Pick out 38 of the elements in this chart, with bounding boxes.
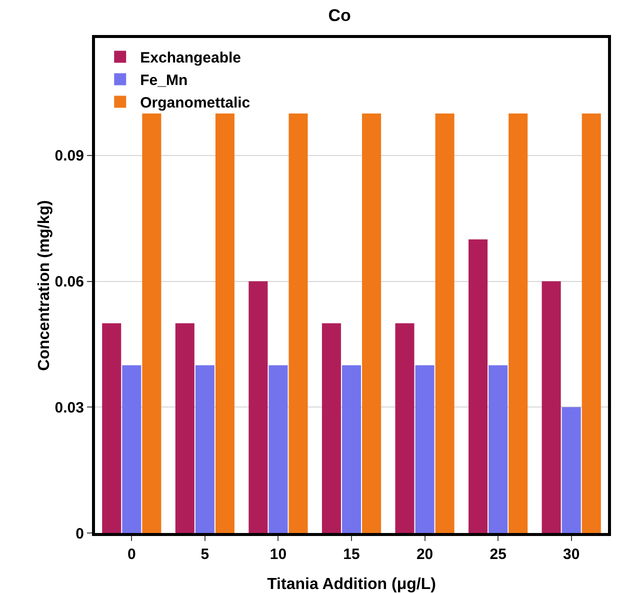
bar (468, 239, 488, 533)
y-tick-label: 0 (76, 525, 84, 542)
bar (395, 323, 414, 533)
bar (415, 365, 434, 533)
x-tick-label: 25 (490, 546, 506, 563)
bar (195, 365, 214, 533)
bar (142, 114, 162, 533)
x-tick-label: 0 (127, 546, 136, 563)
y-axis-title: Concentration (mg/kg) (36, 200, 53, 371)
chart-title: Co (328, 6, 351, 25)
bar (542, 281, 561, 533)
bar (175, 323, 194, 533)
bar (322, 323, 341, 533)
y-tick-label: 0.03 (54, 399, 84, 416)
bar (582, 114, 601, 533)
bar (215, 114, 234, 533)
bar (488, 365, 508, 533)
x-tick-label: 30 (563, 546, 580, 563)
x-tick-label: 5 (200, 546, 210, 563)
bar (248, 281, 268, 533)
x-axis-title: Titania Addition (μg/L) (267, 576, 436, 593)
bar (562, 407, 581, 533)
x-tick-label: 20 (416, 546, 434, 563)
x-tick-label: 10 (270, 546, 287, 563)
bar (435, 114, 454, 533)
y-tick-label: 0.09 (54, 148, 84, 165)
legend-label: Organomettalic (140, 94, 250, 112)
bar (102, 323, 122, 533)
bar (268, 365, 288, 533)
x-tick-label: 15 (343, 546, 360, 563)
bar (122, 365, 142, 533)
bar (288, 114, 308, 533)
y-tick-label: 0.06 (54, 274, 84, 291)
legend-label: Fe_Mn (140, 72, 188, 90)
bar (362, 114, 382, 533)
legend-label: Exchangeable (140, 50, 242, 67)
bar (508, 114, 528, 533)
bar (342, 365, 362, 533)
